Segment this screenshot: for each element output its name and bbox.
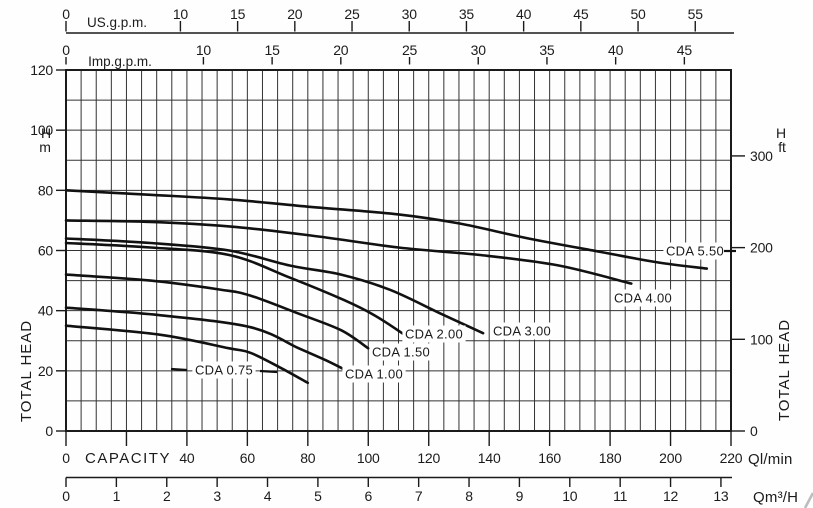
m3h-tick-label: 2: [163, 488, 171, 504]
us-gpm-tick-label: 0: [62, 6, 70, 22]
us-gpm-tick-label: 15: [230, 6, 246, 22]
curve-cda-0-75: [64, 324, 310, 385]
curve-label-bg: [611, 289, 675, 307]
curve-label: CDA 4.00: [614, 291, 672, 306]
lmin-tick-label: 220: [720, 450, 743, 466]
imp-gpm-tick-label: 15: [265, 42, 281, 58]
m3h-tick-label: 10: [562, 488, 578, 504]
lmin-tick-label: 180: [599, 450, 622, 466]
curve-label-bg: [369, 343, 433, 361]
right-axis-unit-ft: ft: [778, 139, 786, 155]
curve-cda-1-50: [64, 273, 370, 350]
m3h-tick-label: 0: [62, 488, 70, 504]
curve-label: CDA 3.00: [493, 324, 551, 339]
head-m-tick-label: 120: [30, 62, 53, 78]
m3h-tick-label: 7: [415, 488, 423, 504]
curve-cda-5-50: [64, 189, 709, 270]
m3h-tick-label: 9: [516, 488, 524, 504]
lmin-tick-label: 200: [659, 450, 682, 466]
us-gpm-tick-label: 45: [573, 6, 589, 22]
m3h-tick-label: 11: [613, 488, 628, 504]
head-m-tick-label: 20: [38, 363, 54, 379]
lmin-tick-label: 140: [478, 450, 501, 466]
curve-label: CDA 1.50: [372, 345, 430, 360]
m3h-tick-label: 8: [465, 488, 473, 504]
curve-label-bg: [490, 322, 554, 340]
imp-gpm-tick-label: 25: [402, 42, 418, 58]
head-ft-tick-label: 100: [750, 331, 773, 347]
head-ft-tick-label: 200: [750, 240, 773, 256]
imp-gpm-tick-label: 45: [677, 42, 693, 58]
lmin-axis-unit: Ql/min: [748, 451, 793, 468]
imp-gpm-tick-label: 20: [333, 42, 349, 58]
imp-gpm-tick-label: 35: [539, 42, 555, 58]
imp-gpm-tick-label: 0: [62, 42, 70, 58]
left-axis-unit-m: m: [39, 139, 50, 155]
curve-label: CDA 0.75: [195, 363, 253, 378]
left-axis-unit-h: H: [41, 125, 51, 141]
us-gpm-axis-title: US.g.p.m.: [87, 15, 147, 30]
head-m-tick-label: 100: [30, 122, 53, 138]
m3h-axis-unit: Qm³/H: [753, 489, 798, 506]
head-m-tick-label: 60: [38, 243, 54, 259]
lmin-tick-label: 40: [179, 450, 195, 466]
us-gpm-tick-label: 25: [344, 6, 360, 22]
corner-artifact-mark: [803, 492, 813, 508]
right-axis-unit-h: H: [776, 125, 786, 141]
lmin-tick-label: 80: [300, 450, 316, 466]
us-gpm-tick-label: 20: [287, 6, 303, 22]
lmin-tick-label: 0: [62, 450, 70, 466]
us-gpm-tick-label: 50: [630, 6, 646, 22]
us-gpm-tick-label: 35: [459, 6, 475, 22]
m3h-tick-label: 12: [663, 488, 679, 504]
us-gpm-tick-label: 30: [402, 6, 418, 22]
imp-gpm-tick-label: 40: [608, 42, 624, 58]
head-ft-tick-label: 0: [750, 423, 758, 439]
lmin-tick-label: 160: [538, 450, 561, 466]
us-gpm-tick-label: 10: [173, 6, 189, 22]
curve-label-bg: [663, 242, 727, 260]
left-axis-title-total-head: TOTAL HEAD: [18, 320, 35, 422]
lmin-tick-label: 100: [357, 450, 380, 466]
curve-cda-4-00: [64, 219, 633, 285]
curve-label-leader-dash: [259, 369, 278, 374]
imp-gpm-tick-label: 10: [196, 42, 212, 58]
curve-label: CDA 2.00: [405, 327, 463, 342]
m3h-tick-label: 3: [213, 488, 221, 504]
curve-label-bg: [402, 325, 466, 343]
head-ft-tick-label: 300: [750, 148, 773, 164]
curve-cda-1-00: [64, 306, 346, 371]
m3h-tick-label: 5: [314, 488, 322, 504]
lmin-tick-label: 120: [417, 450, 440, 466]
curve-cda-2-00: [64, 241, 406, 336]
us-gpm-tick-label: 55: [688, 6, 704, 22]
curve-label: CDA 1.00: [345, 367, 403, 382]
imp-gpm-axis-title: Imp.g.p.m.: [88, 54, 152, 69]
lmin-tick-label: 60: [240, 450, 256, 466]
curve-cda-3-00: [64, 237, 485, 335]
m3h-tick-label: 13: [713, 488, 729, 504]
curve-label-bg: [342, 365, 406, 383]
m3h-tick-label: 4: [264, 488, 272, 504]
curve-label-bg: [192, 361, 256, 379]
head-m-tick-label: 0: [45, 423, 53, 439]
curve-label-leader-dash: [170, 367, 188, 372]
m3h-tick-label: 6: [364, 488, 372, 504]
m3h-tick-label: 1: [113, 488, 121, 504]
us-gpm-tick-label: 40: [516, 6, 532, 22]
capacity-axis-word: CAPACITY: [85, 450, 171, 467]
head-m-tick-label: 80: [38, 182, 54, 198]
curve-label: CDA 5.50: [666, 244, 724, 259]
head-m-tick-label: 40: [38, 303, 54, 319]
right-axis-title-total-head: TOTAL HEAD: [776, 319, 793, 421]
imp-gpm-tick-label: 30: [471, 42, 487, 58]
